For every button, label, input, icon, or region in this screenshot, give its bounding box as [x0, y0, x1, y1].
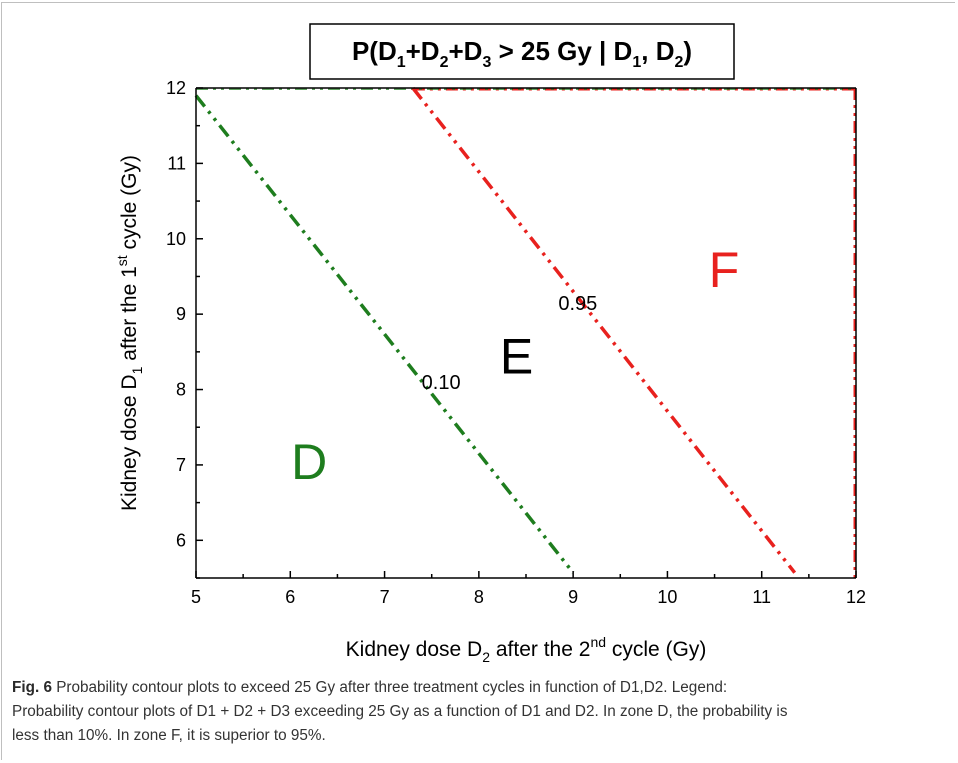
- x-axis-label: Kidney dose D2 after the 2nd cycle (Gy): [346, 634, 707, 665]
- labels-layer: 0.10 0.95 D E F: [291, 242, 739, 490]
- y-axis-label: Kidney dose D1 after the 1st cycle (Gy): [114, 155, 145, 511]
- caption-line-3: less than 10%. In zone F, it is superior…: [12, 727, 326, 744]
- x-tick-label: 8: [474, 587, 484, 607]
- caption-line-1: Fig. 6 Probability contour plots to exce…: [12, 676, 947, 700]
- contour-chart: P(D1+D2+D3 > 25 Gy | D1, D2) 5 6 7 8 9 10 11 12…: [114, 23, 866, 665]
- series-layer: [194, 86, 857, 578]
- zone-label-f: F: [709, 242, 740, 298]
- contour-value-label: 0.10: [422, 372, 461, 394]
- caption-label: Fig. 6: [12, 679, 52, 696]
- plot-background: [196, 88, 856, 578]
- zone-label-d: D: [291, 434, 327, 490]
- chart-title: P(D1+D2+D3 > 25 Gy | D1, D2): [352, 36, 692, 71]
- contour-line-0-95: [411, 86, 797, 574]
- contour-value-label: 0.95: [558, 293, 597, 315]
- y-tick-label: 9: [176, 304, 186, 324]
- y-tick-label: 8: [176, 380, 186, 400]
- caption-text-1: Probability contour plots to exceed 25 G…: [51, 679, 728, 696]
- caption-line-2: Probability contour plots of D1 + D2 + D…: [12, 703, 788, 720]
- x-tick-label: 11: [752, 587, 771, 607]
- x-tick-label: 5: [191, 587, 201, 607]
- y-tick-label: 6: [176, 530, 186, 550]
- x-tick-label: 10: [657, 587, 677, 607]
- y-tick-label: 12: [166, 78, 186, 98]
- title-box: [309, 23, 735, 80]
- axes-layer: 5 6 7 8 9 10 11 12 6 7 8 9 10 11 12: [166, 78, 866, 607]
- x-tick-label: 12: [846, 587, 866, 607]
- contour-line-0-10: [194, 94, 575, 574]
- y-tick-label: 10: [166, 229, 186, 249]
- x-tick-label: 6: [285, 587, 295, 607]
- x-tick-label: 9: [568, 587, 578, 607]
- plot-area: [196, 88, 856, 578]
- zone-label-e: E: [500, 329, 533, 385]
- y-tick-label: 11: [167, 153, 186, 173]
- figure-caption: Fig. 6 Probability contour plots to exce…: [12, 676, 947, 748]
- x-tick-label: 7: [380, 587, 390, 607]
- y-tick-label: 7: [176, 455, 186, 475]
